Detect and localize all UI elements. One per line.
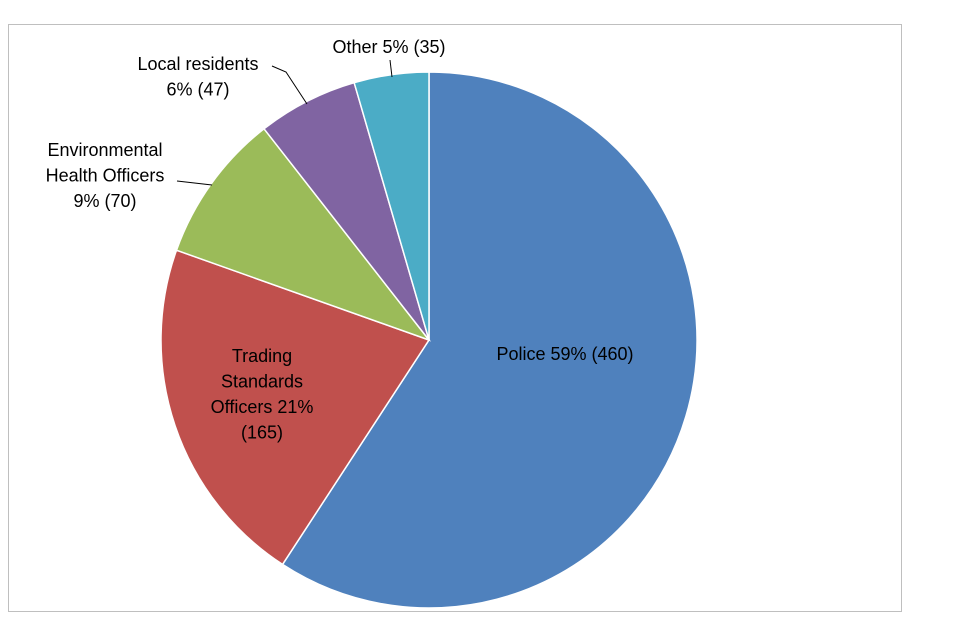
slice-label-line: Police 59% (460) [496,344,633,364]
leader-line-local-residents [271,65,308,105]
pie-slice-police [281,71,698,609]
slice-label-other: Other 5% (35) [332,37,445,57]
slice-label-trading-standards-officers: Trading Standards Officers 21% (165) [211,346,314,443]
slice-label-environmental-health-officers: Environmental Health Officers 9% (70) [46,140,165,211]
slice-label-line: Standards [221,372,303,392]
pie-slice-other [353,71,430,341]
slice-label-local-residents: Local residents 6% (47) [137,54,258,100]
pie-slice-trading-standards-officers [160,249,431,566]
slice-labels: Police 59% (460) Trading Standards Officers… [46,37,634,443]
slice-label-line: 6% (47) [166,80,229,100]
slice-label-line: (165) [241,423,283,443]
leader-line-other [389,59,393,78]
slice-label-line: Environmental [47,140,162,160]
slice-label-line: Other 5% (35) [332,37,445,57]
leader-line-environmental-health-officers [176,180,213,186]
pie-slice-environmental-health-officers [175,127,432,342]
slice-label-police: Police 59% (460) [496,344,633,364]
leader-lines [176,59,393,186]
slice-label-line: 9% (70) [73,191,136,211]
slice-label-line: Trading [232,346,292,366]
slice-label-line: Officers 21% [211,397,314,417]
slice-label-line: Health Officers [46,166,165,186]
slice-label-line: Local residents [137,54,258,74]
pie-slices [160,71,698,609]
